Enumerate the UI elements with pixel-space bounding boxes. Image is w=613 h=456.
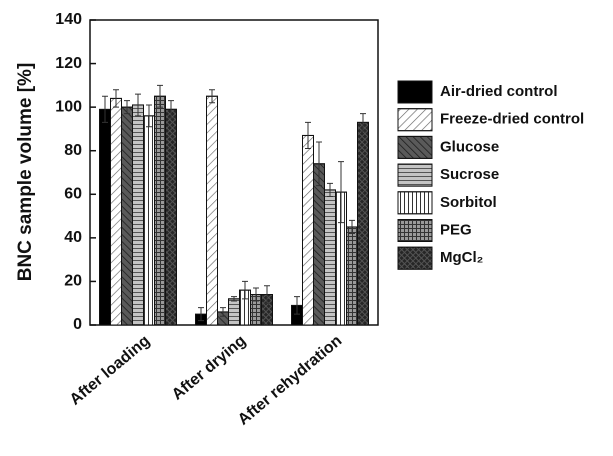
legend-swatch-hatch — [397, 108, 433, 132]
legend-label: Glucose — [440, 138, 499, 155]
error-bar — [316, 141, 322, 187]
y-tick-label: 60 — [64, 186, 82, 203]
y-axis-label: BNC sample volume [%] — [15, 63, 36, 282]
legend-label: Sucrose — [440, 166, 499, 183]
y-tick-label: 140 — [55, 11, 82, 28]
error-bar — [349, 219, 355, 234]
bar-hatch — [313, 163, 325, 326]
error-bar — [124, 100, 130, 115]
legend-label: Air-dried control — [440, 83, 558, 100]
bar-hatch — [302, 134, 314, 326]
error-bar — [146, 104, 152, 128]
error-bar — [327, 182, 333, 197]
bar-hatch — [346, 226, 358, 326]
bar-hatch — [228, 298, 240, 326]
error-bar — [198, 307, 204, 322]
y-tick-label: 120 — [55, 55, 82, 72]
error-bar — [209, 89, 215, 104]
legend-swatch-hatch — [397, 219, 433, 242]
bar-hatch — [165, 108, 177, 326]
error-bar — [231, 296, 237, 302]
legend-label: Freeze-dried control — [440, 111, 584, 128]
y-tick-label: 0 — [73, 316, 82, 333]
error-bar — [157, 84, 163, 108]
error-bar — [338, 161, 344, 224]
bar — [99, 108, 111, 326]
x-tick-label: After drying — [169, 332, 249, 403]
bar-hatch — [206, 95, 218, 326]
bar-hatch — [143, 115, 155, 326]
bar-hatch — [132, 104, 144, 326]
error-bar — [294, 296, 300, 315]
error-bar — [135, 93, 141, 117]
bar-hatch — [110, 97, 122, 326]
x-tick-label: After rehydration — [235, 332, 345, 428]
legend-swatch-hatch — [397, 191, 433, 215]
legend-swatch — [397, 80, 433, 104]
bar-hatch — [324, 189, 336, 326]
legend-swatch-hatch — [397, 246, 433, 270]
legend-swatch-hatch — [397, 135, 433, 159]
bar-hatch — [121, 106, 133, 326]
error-bar — [102, 95, 108, 123]
y-tick-label: 40 — [64, 229, 82, 246]
legend-label: MgCl₂ — [440, 249, 483, 266]
legend-label: Sorbitol — [440, 194, 497, 211]
bar-hatch — [154, 95, 166, 326]
error-bar — [242, 280, 248, 300]
y-tick-label: 20 — [64, 273, 82, 290]
legend-swatch-hatch — [397, 163, 433, 187]
error-bar — [360, 113, 366, 132]
error-bar — [113, 89, 119, 108]
x-tick-label: After loading — [67, 332, 154, 408]
y-tick-label: 80 — [64, 142, 82, 159]
error-bar — [220, 307, 226, 317]
error-bar — [168, 100, 174, 119]
error-bar — [305, 121, 311, 150]
error-bar — [264, 285, 270, 304]
legend-label: PEG — [440, 221, 472, 238]
error-bar — [253, 287, 259, 302]
y-tick-label: 100 — [55, 98, 82, 115]
bar-hatch — [357, 121, 369, 326]
